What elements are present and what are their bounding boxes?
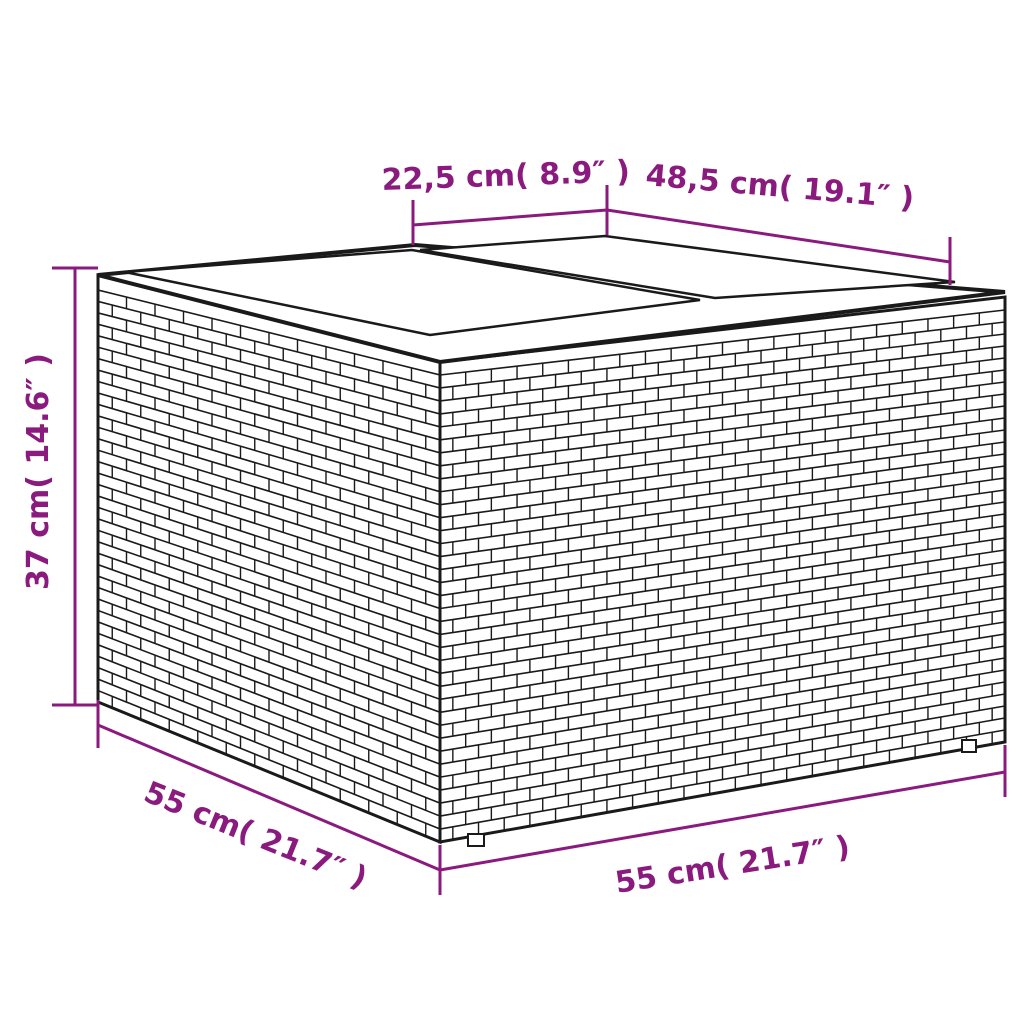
weave-strand [98, 460, 440, 571]
top-depth-dimension-label: 48,5 cm( 19.1″ ) [644, 158, 915, 216]
width-dimension-label: 55 cm( 21.7″ ) [613, 829, 853, 901]
weave-strand [98, 483, 440, 597]
weave-strand [440, 633, 1005, 727]
height-dimension-label: 37 cm( 14.6″ ) [21, 353, 56, 590]
weave-strand [440, 441, 1005, 519]
weave-strand [98, 438, 440, 545]
dimension-lines [52, 185, 1007, 895]
weave-strand [440, 345, 1005, 415]
weave-strand [440, 321, 1005, 389]
weave-strand [440, 681, 1005, 778]
right-weave [440, 309, 1005, 842]
left-weave [98, 289, 440, 842]
weave-strand [440, 513, 1005, 597]
weave-strand [98, 506, 440, 623]
weave-strand [98, 323, 440, 415]
weave-strand [440, 609, 1005, 701]
weave-strand [440, 657, 1005, 752]
weave-strand [440, 489, 1005, 571]
top-glass-left [124, 248, 701, 337]
foot [961, 739, 977, 753]
wicker-box [96, 234, 1007, 847]
weave-strand [98, 529, 440, 649]
top-glass-right [419, 234, 956, 300]
weave-strand [98, 415, 440, 519]
weave-strand [98, 392, 440, 493]
weave-strand [440, 417, 1005, 493]
weave-strand [98, 644, 440, 778]
weave-strand [440, 729, 1005, 830]
weave-strand [440, 369, 1005, 441]
weave-strand [440, 465, 1005, 545]
weave-strand [440, 705, 1005, 804]
weave-strand [98, 689, 440, 830]
weave-strand [440, 537, 1005, 623]
weave-strand [98, 598, 440, 727]
weave-strand [98, 369, 440, 467]
weave-strand [98, 666, 440, 804]
foot [467, 833, 485, 847]
weave-strand [98, 552, 440, 675]
weave-strand [440, 597, 1005, 688]
top-panel-dimension-label: 22,5 cm( 8.9″ ) [381, 154, 630, 198]
weave-strand [440, 561, 1005, 649]
weave-strand [98, 346, 440, 441]
weave-strand [98, 575, 440, 701]
weave-strand [440, 393, 1005, 467]
weave-strand [98, 300, 440, 389]
weave-strand [98, 621, 440, 752]
weave-strand [440, 585, 1005, 675]
